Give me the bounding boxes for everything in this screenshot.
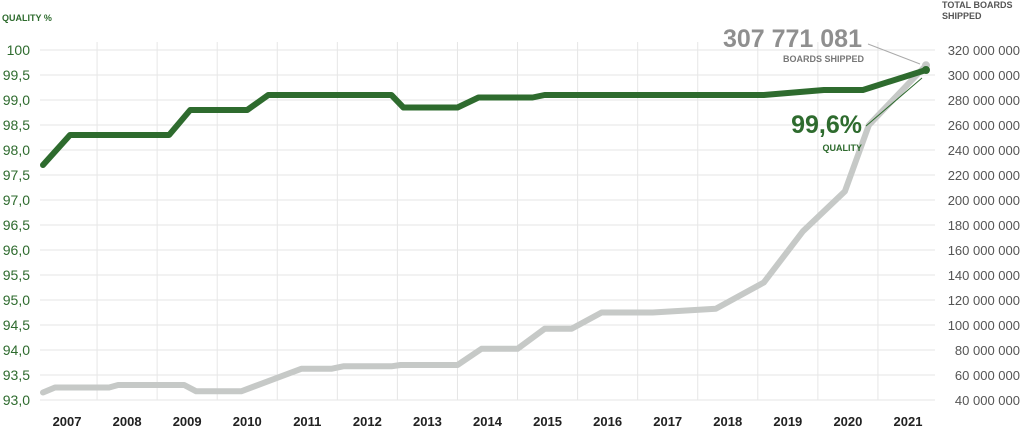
x-tick-label: 2013 bbox=[413, 414, 442, 429]
x-tick-label: 2007 bbox=[53, 414, 82, 429]
left-tick-label: 97,0 bbox=[3, 192, 30, 208]
boards-shipped-value: 307 771 081 bbox=[723, 25, 862, 53]
left-tick-label: 94,5 bbox=[3, 317, 30, 333]
right-tick-label: 160 000 000 bbox=[948, 243, 1020, 258]
right-tick-label: 220 000 000 bbox=[948, 168, 1020, 183]
x-axis-ticks: 2007 2008 2009 2010 2011 2012 2013 2014 2015 2016… bbox=[53, 414, 923, 429]
left-tick-label: 98,0 bbox=[3, 142, 30, 158]
x-tick-label: 2014 bbox=[473, 414, 503, 429]
left-tick-label: 94,0 bbox=[3, 342, 30, 358]
quality-callout-line bbox=[865, 77, 923, 127]
left-tick-label: 97,5 bbox=[3, 167, 30, 183]
right-tick-label: 140 000 000 bbox=[948, 268, 1020, 283]
quality-label: QUALITY bbox=[823, 143, 863, 153]
x-tick-label: 2016 bbox=[593, 414, 622, 429]
series-lines bbox=[40, 61, 930, 396]
left-tick-label: 93,0 bbox=[3, 392, 30, 408]
x-tick-label: 2021 bbox=[894, 414, 923, 429]
right-axis-title-line-2: SHIPPED bbox=[942, 11, 982, 21]
right-axis-ticks: 40 000 000 60 000 000 80 000 000 100 000 00… bbox=[948, 43, 1020, 408]
right-tick-label: 120 000 000 bbox=[948, 293, 1020, 308]
right-tick-label: 200 000 000 bbox=[948, 193, 1020, 208]
x-tick-label: 2009 bbox=[173, 414, 202, 429]
right-tick-label: 40 000 000 bbox=[955, 393, 1020, 408]
x-tick-label: 2012 bbox=[353, 414, 382, 429]
boards-shipped-line bbox=[40, 62, 929, 396]
quality-value: 99,6% bbox=[791, 111, 862, 139]
left-tick-label: 100 bbox=[7, 42, 31, 58]
left-tick-label: 99,5 bbox=[3, 67, 30, 83]
right-tick-label: 280 000 000 bbox=[948, 93, 1020, 108]
x-tick-label: 2019 bbox=[773, 414, 802, 429]
right-axis-title-line-1: TOTAL BOARDS bbox=[942, 0, 1013, 10]
left-tick-label: 96,5 bbox=[3, 217, 30, 233]
left-tick-label: 95,5 bbox=[3, 267, 30, 283]
x-tick-label: 2010 bbox=[233, 414, 262, 429]
right-tick-label: 100 000 000 bbox=[948, 318, 1020, 333]
x-tick-label: 2011 bbox=[293, 414, 321, 429]
x-tick-label: 2018 bbox=[713, 414, 742, 429]
left-axis-title: QUALITY % bbox=[2, 13, 52, 23]
quality-line bbox=[40, 67, 929, 168]
boards-callout-line bbox=[867, 43, 921, 65]
left-tick-label: 95,0 bbox=[3, 292, 30, 308]
left-tick-label: 93,5 bbox=[3, 367, 30, 383]
right-tick-label: 260 000 000 bbox=[948, 118, 1020, 133]
x-tick-label: 2020 bbox=[833, 414, 862, 429]
left-tick-label: 96,0 bbox=[3, 242, 30, 258]
right-tick-label: 300 000 000 bbox=[948, 68, 1020, 83]
quality-end-point bbox=[921, 66, 930, 74]
right-tick-label: 80 000 000 bbox=[955, 343, 1020, 358]
right-tick-label: 180 000 000 bbox=[948, 218, 1020, 233]
x-tick-label: 2017 bbox=[653, 414, 682, 429]
x-tick-label: 2008 bbox=[113, 414, 142, 429]
left-axis-ticks: 93,0 93,5 94,0 94,5 95,0 95,5 96,0 96,5 97,0 97,5… bbox=[3, 42, 30, 408]
right-tick-label: 60 000 000 bbox=[955, 368, 1020, 383]
left-tick-label: 98,5 bbox=[3, 117, 30, 133]
left-tick-label: 99,0 bbox=[3, 92, 30, 108]
right-tick-label: 320 000 000 bbox=[948, 43, 1020, 58]
boards-shipped-label: BOARDS SHIPPED bbox=[783, 54, 865, 64]
right-tick-label: 240 000 000 bbox=[948, 143, 1020, 158]
x-tick-label: 2015 bbox=[533, 414, 562, 429]
